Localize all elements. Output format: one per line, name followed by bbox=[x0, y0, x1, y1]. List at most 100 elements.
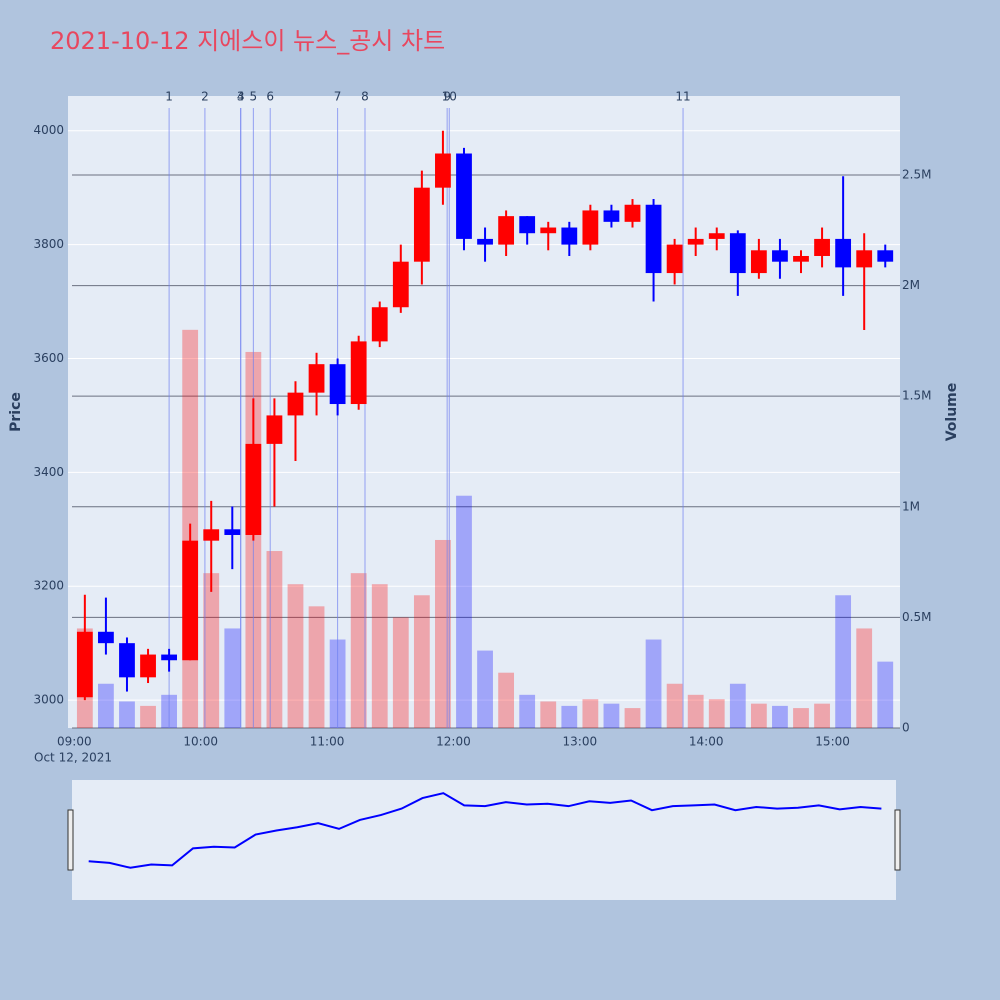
event-label: 3 bbox=[237, 90, 245, 104]
event-label: 10 bbox=[442, 90, 457, 104]
candle-body bbox=[287, 392, 304, 416]
y2-tick-label: 1.5M bbox=[902, 389, 931, 403]
candle-body bbox=[161, 654, 178, 661]
candle-body bbox=[561, 227, 578, 245]
y2-tick-label: 1M bbox=[902, 499, 920, 513]
y2-axis-label: Volume bbox=[944, 383, 960, 442]
y2-tick-label: 2M bbox=[902, 278, 920, 292]
candle-body bbox=[519, 216, 536, 234]
volume-bar bbox=[666, 683, 683, 728]
candle-body bbox=[687, 238, 704, 245]
range-slider[interactable] bbox=[72, 780, 896, 900]
volume-bar bbox=[645, 639, 662, 728]
volume-bar bbox=[435, 539, 451, 728]
x-tick-label: 15:00 bbox=[815, 735, 850, 749]
y-tick-label: 3800 bbox=[33, 237, 64, 251]
candle-body bbox=[98, 631, 114, 644]
volume-bar bbox=[561, 705, 578, 728]
volume-bar bbox=[582, 699, 599, 728]
candle-body bbox=[582, 210, 599, 245]
event-label: 2 bbox=[201, 90, 209, 104]
volume-bar bbox=[519, 694, 536, 728]
candle-body bbox=[835, 238, 852, 268]
event-label: 1 bbox=[165, 90, 173, 104]
volume-bar bbox=[371, 584, 388, 728]
event-label: 7 bbox=[334, 90, 342, 104]
x-tick-label: 10:00 bbox=[183, 735, 218, 749]
volume-bar bbox=[708, 699, 725, 728]
volume-bar bbox=[224, 628, 241, 728]
slider-handle[interactable] bbox=[67, 809, 74, 871]
volume-bar bbox=[793, 708, 809, 728]
candle-body bbox=[814, 238, 830, 256]
candle-body bbox=[76, 631, 93, 698]
candle-body bbox=[119, 643, 135, 678]
event-label: 5 bbox=[250, 90, 258, 104]
volume-bar bbox=[392, 617, 409, 728]
volume-bar bbox=[266, 551, 283, 728]
candle-body bbox=[624, 204, 641, 222]
chart-title: 2021-10-12 지에스이 뉴스_공시 차트 bbox=[50, 27, 445, 55]
candle-body bbox=[371, 307, 388, 342]
volume-bar bbox=[772, 705, 788, 728]
candle-body bbox=[729, 233, 746, 274]
volume-bar bbox=[856, 628, 873, 728]
x-tick-label: 13:00 bbox=[563, 735, 598, 749]
event-label: 6 bbox=[266, 90, 274, 104]
x-tick-label: 12:00 bbox=[436, 735, 471, 749]
candle-body bbox=[772, 250, 788, 262]
y2-tick-label: 0.5M bbox=[902, 610, 931, 624]
event-label: 8 bbox=[361, 90, 369, 104]
x-tick-label: 09:00 bbox=[57, 735, 92, 749]
volume-bar bbox=[350, 573, 367, 728]
candle-body bbox=[308, 364, 325, 393]
event-label: 9 bbox=[443, 90, 451, 104]
candle-body bbox=[140, 654, 156, 678]
candle-body bbox=[266, 415, 283, 444]
y2-tick-label: 0 bbox=[902, 721, 910, 735]
candle-body bbox=[413, 187, 430, 262]
volume-bar bbox=[98, 683, 114, 728]
candle-body bbox=[603, 210, 620, 222]
volume-bar bbox=[413, 595, 430, 728]
candle-body bbox=[224, 529, 241, 535]
volume-bar bbox=[308, 606, 325, 728]
y-axis-label: Price bbox=[8, 392, 24, 432]
candle-body bbox=[329, 364, 346, 405]
candle-body bbox=[793, 255, 809, 262]
x-tick-label: 14:00 bbox=[689, 735, 724, 749]
event-label: 11 bbox=[675, 90, 690, 104]
volume-bar bbox=[624, 708, 641, 728]
candle-body bbox=[350, 341, 367, 405]
y-tick-label: 4000 bbox=[33, 123, 64, 137]
plot-area bbox=[68, 96, 900, 728]
candle-body bbox=[477, 238, 493, 245]
y-tick-label: 3200 bbox=[33, 579, 64, 593]
candle-body bbox=[856, 250, 873, 268]
slider-price-line bbox=[88, 792, 882, 869]
candle-body bbox=[645, 204, 662, 274]
volume-bar bbox=[603, 703, 620, 728]
volume-bar bbox=[729, 683, 746, 728]
candle-body bbox=[435, 153, 451, 188]
volume-bar bbox=[287, 584, 304, 728]
volume-bar bbox=[750, 703, 767, 728]
volume-bar bbox=[498, 672, 515, 728]
candle-body bbox=[666, 244, 683, 274]
x-sublabel: Oct 12, 2021 bbox=[34, 751, 112, 765]
candle-body bbox=[708, 233, 725, 239]
candle-body bbox=[877, 250, 894, 262]
candle-body bbox=[203, 529, 220, 541]
y-tick-label: 3400 bbox=[33, 465, 64, 479]
volume-bar bbox=[687, 694, 704, 728]
candle-body bbox=[540, 227, 557, 234]
candle-body bbox=[456, 153, 472, 239]
y2-tick-label: 2.5M bbox=[902, 167, 931, 181]
y-tick-label: 3000 bbox=[33, 693, 64, 707]
volume-bar bbox=[203, 573, 220, 728]
volume-bar bbox=[877, 661, 894, 728]
slider-handle[interactable] bbox=[894, 809, 901, 871]
y-tick-label: 3600 bbox=[33, 351, 64, 365]
volume-bar bbox=[119, 701, 135, 728]
